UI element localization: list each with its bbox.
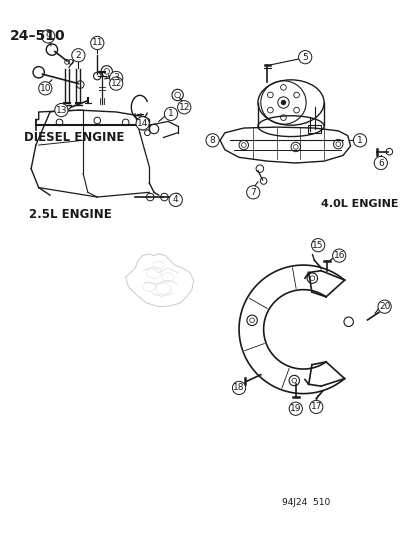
Text: 4: 4 — [173, 196, 178, 204]
Text: 4.0L ENGINE: 4.0L ENGINE — [320, 199, 398, 209]
Circle shape — [311, 239, 324, 252]
Text: 20: 20 — [378, 302, 389, 311]
Circle shape — [332, 249, 345, 262]
Circle shape — [353, 134, 366, 147]
Circle shape — [169, 193, 182, 206]
Text: 3: 3 — [113, 74, 119, 83]
Text: 16: 16 — [333, 251, 344, 260]
Circle shape — [280, 100, 285, 105]
Text: 1: 1 — [356, 136, 362, 145]
Text: 10: 10 — [40, 84, 51, 93]
Text: 2.5L ENGINE: 2.5L ENGINE — [29, 208, 112, 221]
Circle shape — [136, 117, 149, 130]
Text: 12: 12 — [110, 79, 121, 88]
Circle shape — [90, 36, 104, 50]
Text: 1: 1 — [168, 109, 173, 118]
Text: 13: 13 — [55, 106, 67, 115]
Circle shape — [109, 71, 123, 85]
Text: 17: 17 — [310, 402, 321, 411]
Circle shape — [41, 30, 55, 43]
Text: 18: 18 — [233, 383, 244, 392]
Text: 11: 11 — [91, 38, 103, 47]
Text: 19: 19 — [290, 404, 301, 413]
Text: 94J24  510: 94J24 510 — [281, 498, 329, 507]
Text: 15: 15 — [312, 240, 323, 249]
Circle shape — [164, 107, 177, 120]
Circle shape — [177, 101, 190, 114]
Text: 6: 6 — [377, 158, 383, 167]
Text: 7: 7 — [250, 188, 256, 197]
Text: 2: 2 — [76, 51, 81, 60]
Text: DIESEL ENGINE: DIESEL ENGINE — [24, 131, 123, 144]
Text: 5: 5 — [301, 53, 307, 62]
Text: 12: 12 — [178, 103, 190, 112]
Circle shape — [246, 185, 259, 199]
Text: 8: 8 — [209, 136, 215, 145]
Text: 9: 9 — [45, 32, 51, 41]
Circle shape — [377, 300, 390, 313]
Circle shape — [38, 82, 52, 95]
Text: 24–510: 24–510 — [9, 29, 65, 43]
Circle shape — [298, 51, 311, 64]
Circle shape — [71, 49, 85, 62]
Text: 14: 14 — [137, 119, 148, 128]
Circle shape — [288, 402, 301, 415]
Circle shape — [309, 400, 322, 414]
Circle shape — [109, 77, 123, 90]
Circle shape — [55, 103, 68, 117]
Circle shape — [232, 381, 245, 394]
Circle shape — [206, 134, 218, 147]
Circle shape — [373, 156, 387, 169]
